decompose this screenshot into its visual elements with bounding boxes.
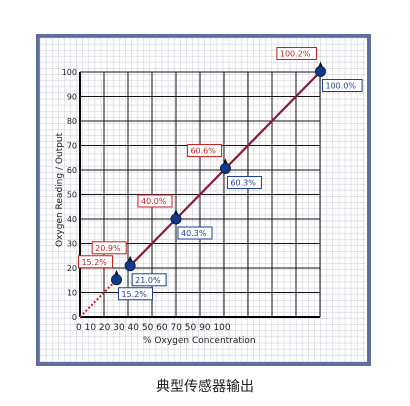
y-tick-label: 20 xyxy=(67,264,77,273)
upper-label-box xyxy=(137,194,173,208)
lower-label-box xyxy=(131,273,167,287)
chart-frame xyxy=(36,34,371,366)
y-tick-label: 70 xyxy=(67,142,77,151)
upper-label-box xyxy=(91,241,127,255)
lower-label: 40.3% xyxy=(181,229,207,238)
lower-label: 21.0% xyxy=(135,276,161,285)
data-point xyxy=(314,66,326,78)
upper-label-box xyxy=(186,144,222,158)
data-point xyxy=(170,213,182,225)
lower-label: 15.2% xyxy=(121,290,147,299)
y-tick-label: 30 xyxy=(67,240,77,249)
lower-label-box xyxy=(226,176,262,190)
series-line xyxy=(129,70,322,267)
lower-label-box xyxy=(117,287,153,301)
y-tick-label: 80 xyxy=(67,117,77,126)
upper-label: 15.2% xyxy=(81,258,107,267)
y-axis-label: Oxygen Reading / Output xyxy=(55,132,65,247)
axes: 0 10 20 30 40 50 60 70 80 90 100 xyxy=(62,68,320,322)
upper-label: 40.0% xyxy=(141,197,167,206)
y-tick-label: 50 xyxy=(67,191,77,200)
lower-label: 100.0% xyxy=(325,82,356,91)
x-tick-labels: 0 10 20 30 40 50 60 70 50 90 100 xyxy=(76,323,231,333)
figure-caption: 典型传感器输出 xyxy=(156,379,254,395)
series-layer xyxy=(79,61,326,318)
upper-label-box xyxy=(77,255,113,269)
lower-label-box xyxy=(177,226,213,240)
y-tick-label: 90 xyxy=(67,93,77,102)
lower-label-box xyxy=(321,79,363,93)
y-tick-label: 10 xyxy=(67,289,77,298)
upper-label: 20.9% xyxy=(95,244,121,253)
labels-layer: 15.2% 15.2% 20.9% 21.0% 40.0% 40.3% 60.6% 60.3%… xyxy=(77,47,363,301)
extrapolated-line xyxy=(79,279,118,318)
upper-label: 60.6% xyxy=(190,147,216,156)
data-point xyxy=(219,163,231,175)
data-point xyxy=(124,260,136,272)
data-point xyxy=(110,274,122,286)
y-tick-label: 60 xyxy=(67,166,77,175)
lower-label: 60.3% xyxy=(230,179,256,188)
upper-label: 100.2% xyxy=(280,50,311,59)
y-tick-label: 100 xyxy=(62,68,77,77)
y-tick-label: 40 xyxy=(67,215,77,224)
upper-label-box xyxy=(276,47,317,61)
x-axis-label: % Oxygen Concentration xyxy=(143,336,256,346)
y-tick-label: 0 xyxy=(72,313,77,322)
